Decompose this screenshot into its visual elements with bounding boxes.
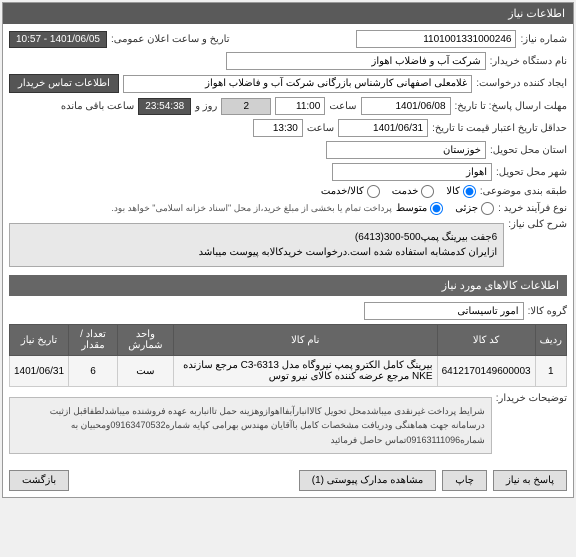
contact-button[interactable]: اطلاعات تماس خریدار [9, 74, 119, 93]
col-unit: واحد شمارش [117, 325, 173, 356]
validity-date: 1401/06/31 [338, 119, 428, 137]
cell-name: بیرینگ کامل الکترو پمپ نیروگاه مدل C3-63… [173, 356, 437, 387]
radio-goods-service-input[interactable] [367, 185, 380, 198]
creator-value: غلامعلی اصفهانی کارشناس بازرگانی شرکت آب… [123, 75, 472, 93]
radio-goods[interactable]: کالا [446, 185, 476, 198]
col-code: کد کالا [437, 325, 535, 356]
col-date: تاریخ نیاز [10, 325, 69, 356]
cell-qty: 6 [69, 356, 118, 387]
cell-unit: ست [117, 356, 173, 387]
buyer-value: شرکت آب و فاضلاب اهواز [226, 52, 486, 70]
row-city: شهر محل تحویل: اهواز [9, 163, 567, 181]
items-header: اطلاعات کالاهای مورد نیاز [9, 275, 567, 296]
radio-service-input[interactable] [421, 185, 434, 198]
col-name: نام کالا [173, 325, 437, 356]
process-group: جزئی متوسط [396, 202, 494, 215]
remaining-label: ساعت باقی مانده [61, 101, 134, 112]
row-process: نوع فرآیند خرید : جزئی متوسط پرداخت تمام… [9, 202, 567, 215]
reply-button[interactable]: پاسخ به نیاز [493, 470, 567, 491]
col-qty: تعداد / مقدار [69, 325, 118, 356]
radio-service-label: خدمت [392, 186, 419, 197]
cell-date: 1401/06/31 [10, 356, 69, 387]
row-province: استان محل تحویل: خوزستان [9, 141, 567, 159]
row-category: طبقه بندی موضوعی: کالا خدمت کالا/خدمت [9, 185, 567, 198]
group-value: امور تاسیساتی [364, 302, 524, 320]
main-panel: اطلاعات نیاز شماره نیاز: 110100133100024… [2, 2, 574, 498]
table-header-row: ردیف کد کالا نام کالا واحد شمارش تعداد /… [10, 325, 567, 356]
radio-low-input[interactable] [481, 202, 494, 215]
process-note: پرداخت تمام یا بخشی از مبلغ خرید،از محل … [9, 203, 392, 214]
row-desc: شرح کلی نیاز: 6جفت بیرینگ پمپ500-300(641… [9, 219, 567, 271]
radio-mid[interactable]: متوسط [396, 202, 443, 215]
table-head: ردیف کد کالا نام کالا واحد شمارش تعداد /… [10, 325, 567, 356]
deadline-time: 11:00 [275, 97, 325, 115]
province-label: استان محل تحویل: [490, 145, 567, 156]
desc-line2: ازایران کدمشابه استفاده شده است.درخواست … [16, 245, 497, 260]
print-button[interactable]: چاپ [442, 470, 487, 491]
deadline-date: 1401/06/08 [361, 97, 451, 115]
deadline-time-label: ساعت [329, 101, 356, 112]
table-body: 1 6412170149600003 بیرینگ کامل الکترو پم… [10, 356, 567, 387]
group-label: گروه کالا: [528, 306, 567, 317]
row-group: گروه کالا: امور تاسیساتی [9, 302, 567, 320]
radio-goods-service-label: کالا/خدمت [321, 186, 364, 197]
cell-index: 1 [535, 356, 566, 387]
validity-time: 13:30 [253, 119, 303, 137]
radio-goods-service[interactable]: کالا/خدمت [321, 185, 380, 198]
row-validity: حداقل تاریخ اعتبار قیمت تا تاریخ: 1401/0… [9, 119, 567, 137]
process-label: نوع فرآیند خرید : [498, 203, 567, 214]
city-value: اهواز [332, 163, 492, 181]
deadline-label: مهلت ارسال پاسخ: تا تاریخ: [455, 101, 567, 112]
cell-code: 6412170149600003 [437, 356, 535, 387]
panel-header: اطلاعات نیاز [3, 3, 573, 24]
footer-buttons: پاسخ به نیاز چاپ مشاهده مدارک پیوستی (1)… [3, 464, 573, 497]
category-label: طبقه بندی موضوعی: [480, 186, 567, 197]
header-title: اطلاعات نیاز [508, 8, 565, 20]
buyer-label: نام دستگاه خریدار: [490, 56, 567, 67]
days-label: روز و [195, 101, 217, 112]
notes-label: توضیحات خریدار: [496, 393, 567, 404]
col-index: ردیف [535, 325, 566, 356]
row-notes: توضیحات خریدار: شرایط پرداخت غیرنقدی میب… [9, 393, 567, 454]
category-group: کالا خدمت کالا/خدمت [321, 185, 476, 198]
table-row: 1 6412170149600003 بیرینگ کامل الکترو پم… [10, 356, 567, 387]
row-creator: ایجاد کننده درخواست: غلامعلی اصفهانی کار… [9, 74, 567, 93]
province-value: خوزستان [326, 141, 486, 159]
announce-value: 1401/06/05 - 10:57 [9, 31, 107, 48]
radio-mid-label: متوسط [396, 203, 427, 214]
attachments-button[interactable]: مشاهده مدارک پیوستی (1) [299, 470, 437, 491]
need-number-value: 1101001331000246 [356, 30, 516, 48]
radio-low-label: جزئی [455, 203, 478, 214]
panel-body: شماره نیاز: 1101001331000246 تاریخ و ساع… [3, 24, 573, 464]
row-deadline: مهلت ارسال پاسخ: تا تاریخ: 1401/06/08 سا… [9, 97, 567, 115]
validity-time-label: ساعت [307, 123, 334, 134]
notes-box: شرایط پرداخت غیرنقدی میباشدمحل تحویل کال… [9, 397, 492, 454]
radio-service[interactable]: خدمت [392, 185, 435, 198]
radio-goods-label: کالا [446, 186, 460, 197]
row-buyer: نام دستگاه خریدار: شرکت آب و فاضلاب اهوا… [9, 52, 567, 70]
need-number-label: شماره نیاز: [520, 34, 567, 45]
radio-goods-input[interactable] [463, 185, 476, 198]
announce-label: تاریخ و ساعت اعلان عمومی: [111, 34, 230, 45]
items-table: ردیف کد کالا نام کالا واحد شمارش تعداد /… [9, 324, 567, 387]
days-value: 2 [221, 98, 271, 115]
row-need-number: شماره نیاز: 1101001331000246 تاریخ و ساع… [9, 30, 567, 48]
radio-mid-input[interactable] [430, 202, 443, 215]
desc-line1: 6جفت بیرینگ پمپ500-300(6413) [16, 230, 497, 245]
desc-label: شرح کلی نیاز: [508, 219, 567, 230]
back-button[interactable]: بازگشت [9, 470, 69, 491]
creator-label: ایجاد کننده درخواست: [476, 78, 567, 89]
desc-box: 6جفت بیرینگ پمپ500-300(6413) ازایران کدم… [9, 223, 504, 267]
radio-low[interactable]: جزئی [455, 202, 494, 215]
remaining-time: 23:54:38 [138, 98, 191, 115]
validity-label: حداقل تاریخ اعتبار قیمت تا تاریخ: [432, 123, 567, 134]
city-label: شهر محل تحویل: [496, 167, 567, 178]
